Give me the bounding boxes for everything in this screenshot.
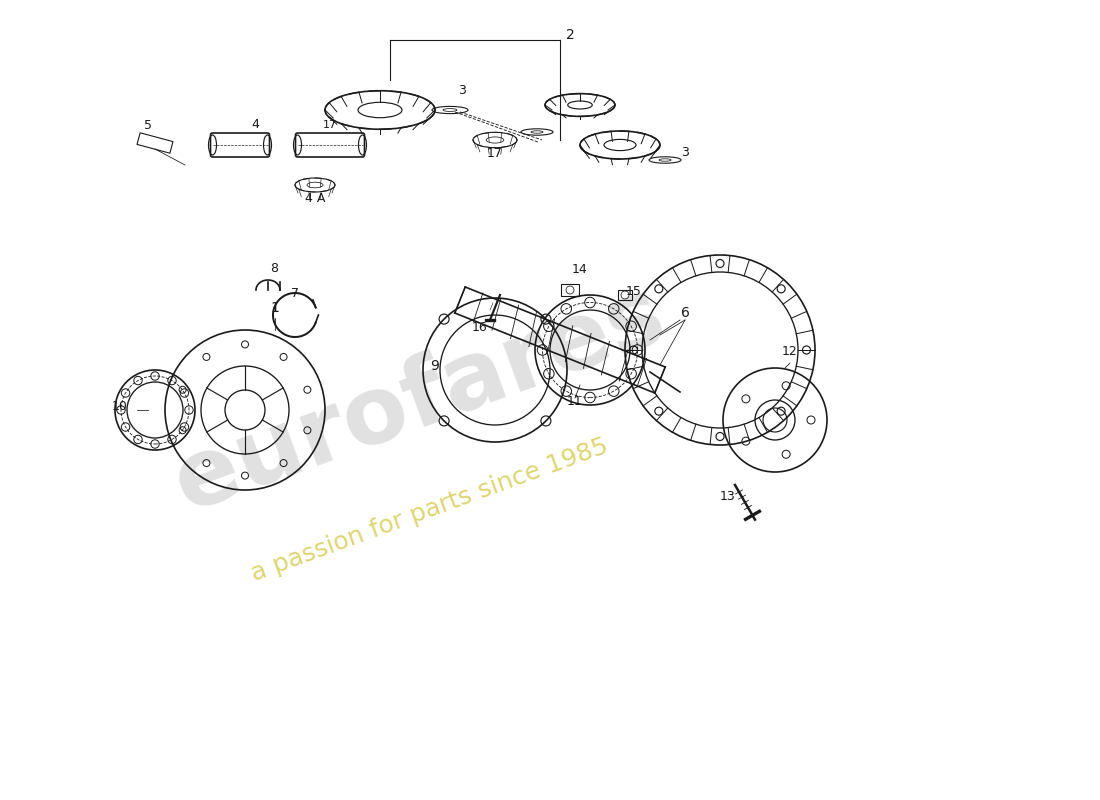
Text: 6: 6 [681,306,690,320]
Text: a passion for parts since 1985: a passion for parts since 1985 [249,434,612,586]
Text: 1: 1 [271,301,279,315]
Text: 13: 13 [720,490,736,503]
Text: 2: 2 [565,28,574,42]
Text: 17: 17 [323,120,337,130]
Text: 4 A: 4 A [305,192,326,205]
Text: 9: 9 [430,359,439,373]
Text: 5: 5 [144,119,152,132]
Text: 3: 3 [681,146,689,159]
Text: 14: 14 [572,263,587,276]
Text: 3: 3 [458,84,466,97]
Text: 11: 11 [568,395,583,408]
Text: 4: 4 [251,118,258,131]
Text: 8: 8 [270,262,278,275]
Text: 15: 15 [626,285,642,298]
Text: 17: 17 [487,147,503,160]
Bar [618,290,632,300]
Text: 7: 7 [292,287,299,300]
Text: eurofares: eurofares [163,269,678,531]
Text: 16: 16 [472,321,488,334]
Bar [561,284,579,296]
Text: 12: 12 [782,345,797,358]
Text: 10: 10 [112,400,128,413]
Bar [138,133,173,153]
